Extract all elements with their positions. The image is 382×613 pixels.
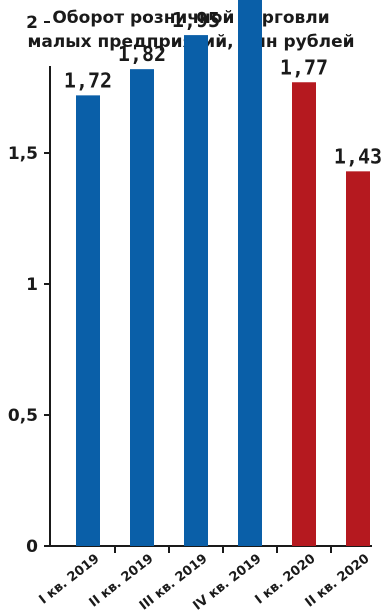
bar (292, 82, 316, 546)
y-tick-label: 1 (26, 275, 38, 295)
data-label: 1,43 (334, 144, 382, 168)
bar (130, 69, 154, 546)
y-tick-label: 0 (26, 537, 38, 557)
bar (346, 171, 370, 546)
data-label: 1,82 (118, 42, 166, 66)
y-tick-label: 2 (26, 13, 38, 33)
bar (238, 0, 262, 546)
data-label: 1,72 (64, 68, 112, 92)
y-tick-label: 1,5 (8, 144, 38, 164)
bar (76, 95, 100, 547)
data-label: 1,77 (280, 55, 328, 79)
data-label: 1,95 (172, 8, 220, 32)
bar (184, 35, 208, 546)
y-tick-label: 0,5 (8, 406, 38, 426)
